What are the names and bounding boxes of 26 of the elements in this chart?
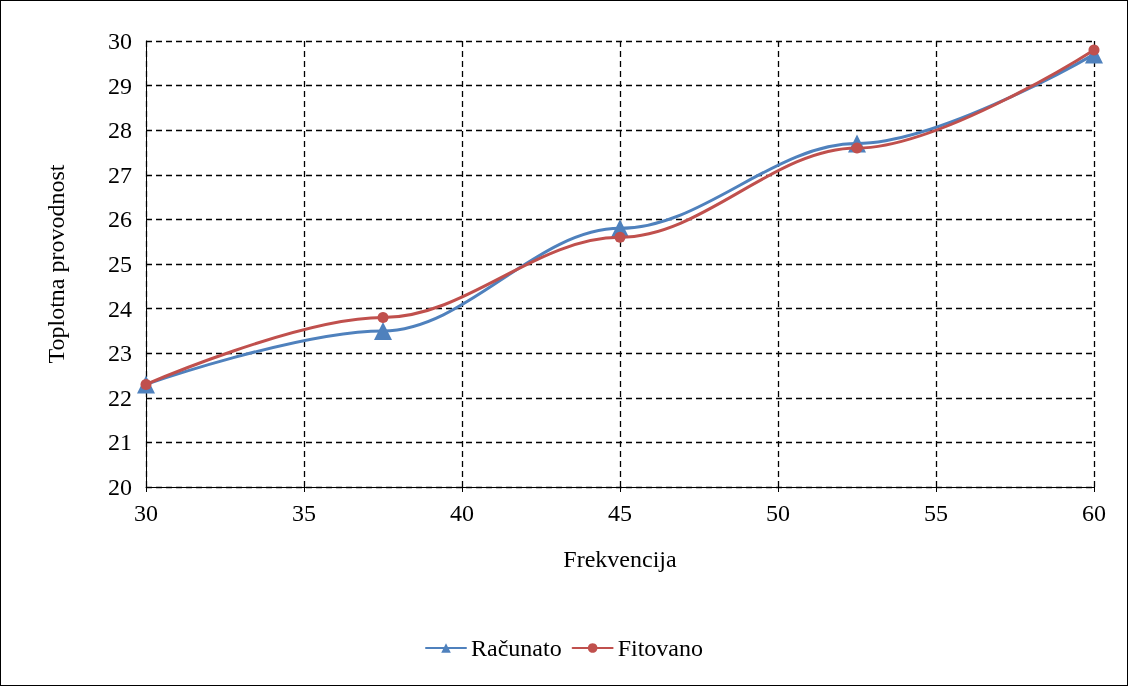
- x-tick-label: 35: [292, 500, 316, 526]
- y-tick-label: 29: [108, 72, 132, 99]
- y-tick-label: 20: [108, 474, 132, 500]
- point: [374, 321, 392, 340]
- x-tick-label: 45: [608, 500, 632, 526]
- x-tick-label: 55: [924, 500, 948, 526]
- point: [614, 231, 626, 243]
- y-tick-label: 24: [108, 295, 132, 322]
- x-tick-label: 30: [134, 500, 158, 526]
- point: [377, 312, 389, 324]
- y-axis-title: Toplotna provodnost: [43, 164, 69, 364]
- x-tick-label: 40: [450, 500, 474, 526]
- y-tick-label: 26: [108, 206, 132, 233]
- y-tick-label: 30: [108, 28, 132, 54]
- x-axis-title: Frekvencija: [563, 546, 677, 572]
- x-tick-label: 60: [1082, 500, 1106, 526]
- y-tick-label: 23: [108, 340, 132, 367]
- point: [1088, 44, 1100, 56]
- legend-label: Fitovano: [617, 635, 703, 661]
- y-tick-label: 28: [108, 117, 132, 144]
- legend-label: Računato: [471, 635, 562, 661]
- y-tick-label: 27: [108, 161, 132, 188]
- y-tick-label: 21: [108, 429, 132, 456]
- x-tick-label: 50: [766, 500, 790, 526]
- y-tick-label: 25: [108, 251, 132, 277]
- y-tick-label: 22: [108, 384, 132, 411]
